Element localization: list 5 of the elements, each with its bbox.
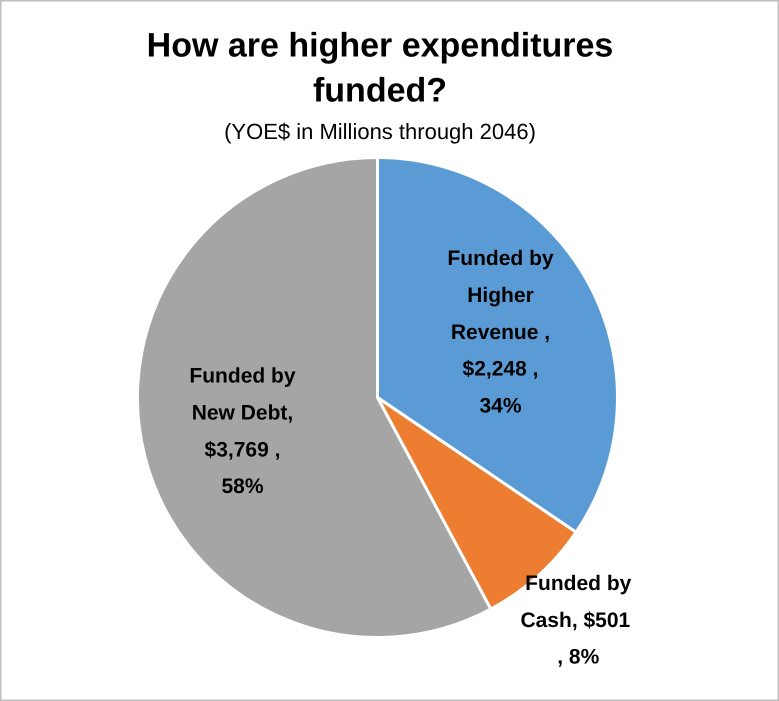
slice-label: Funded by Cash, $501 , 8% bbox=[520, 572, 632, 669]
chart-title: How are higher expenditures funded? bbox=[146, 26, 614, 110]
slice-label: Funded by Higher Revenue , $2,248 , 34% bbox=[447, 247, 554, 418]
chart-subtitle: (YOE$ in Millions through 2046) bbox=[224, 119, 536, 144]
slice-label: Funded by New Debt, $3,769 , 58% bbox=[189, 364, 296, 498]
